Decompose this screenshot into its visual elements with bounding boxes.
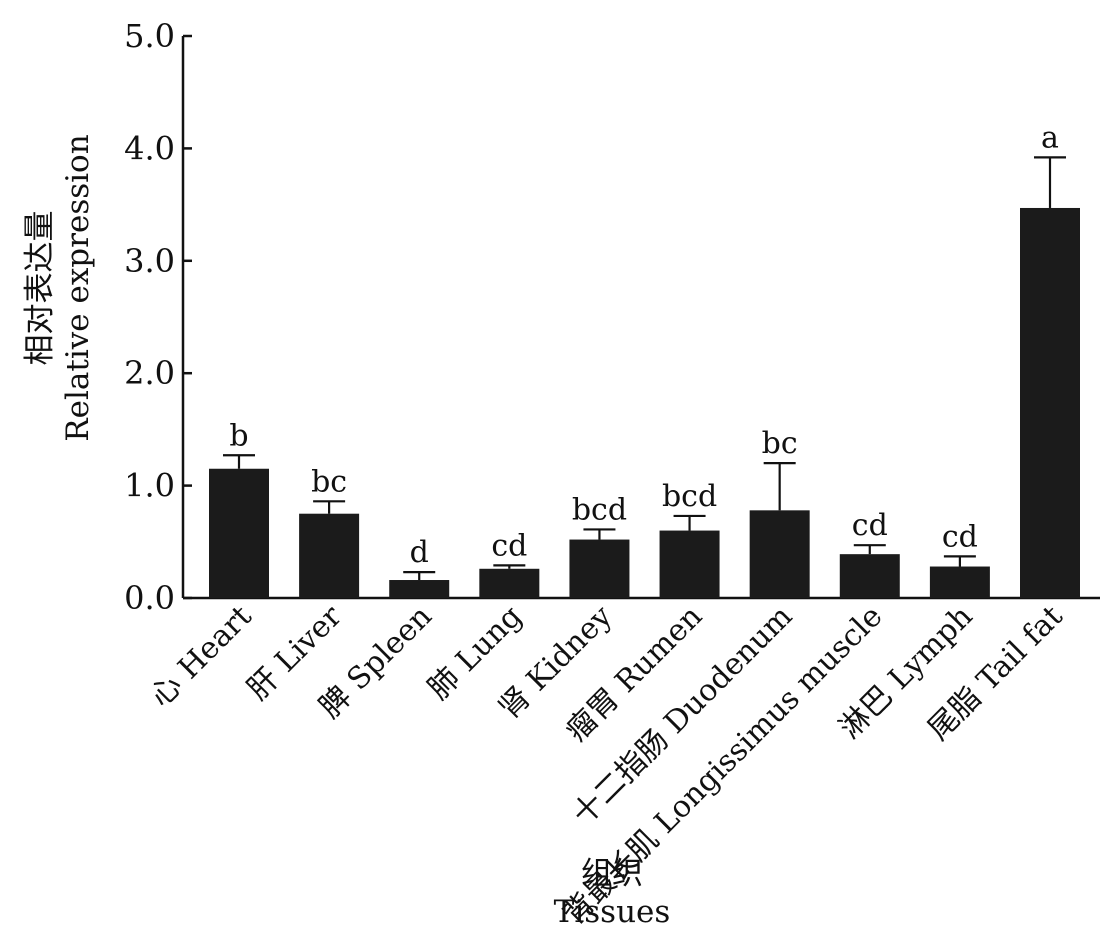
significance-label: b: [229, 418, 248, 453]
significance-label: a: [1041, 120, 1059, 155]
significance-label: bcd: [662, 479, 717, 514]
bar: [929, 566, 990, 598]
significance-label: cd: [852, 508, 888, 543]
bar: [479, 568, 540, 598]
y-tick-label: 0.0: [124, 579, 175, 617]
bar: [839, 554, 900, 598]
bars: [209, 207, 1080, 599]
significance-label: bcd: [572, 492, 627, 527]
error-bars: [223, 156, 1066, 581]
bar: [389, 580, 450, 598]
y-axis-label-chinese: 相对表达量: [22, 211, 58, 366]
y-tick-label: 2.0: [124, 354, 175, 392]
y-axis: 0.0 1.0 2.0 3.0 4.0 5.0: [124, 17, 192, 617]
significance-label: cd: [942, 519, 978, 554]
bar: [749, 510, 810, 598]
x-axis-label-chinese: 组织: [581, 856, 643, 892]
bar: [659, 530, 720, 598]
y-tick-label: 3.0: [124, 242, 175, 280]
bar: [299, 513, 360, 598]
y-axis-label-english: Relative expression: [60, 134, 96, 441]
bar: [569, 539, 630, 598]
x-axis-label-english: Tissues: [554, 894, 671, 930]
significance-label: bc: [311, 464, 347, 499]
bar: [209, 468, 269, 598]
bar: [1020, 207, 1080, 599]
y-tick-label: 5.0: [124, 17, 175, 55]
y-tick-label: 4.0: [124, 129, 175, 167]
y-tick-label: 1.0: [124, 467, 175, 505]
significance-label: d: [410, 535, 429, 570]
significance-label: cd: [491, 528, 527, 563]
significance-label: bc: [762, 426, 798, 461]
